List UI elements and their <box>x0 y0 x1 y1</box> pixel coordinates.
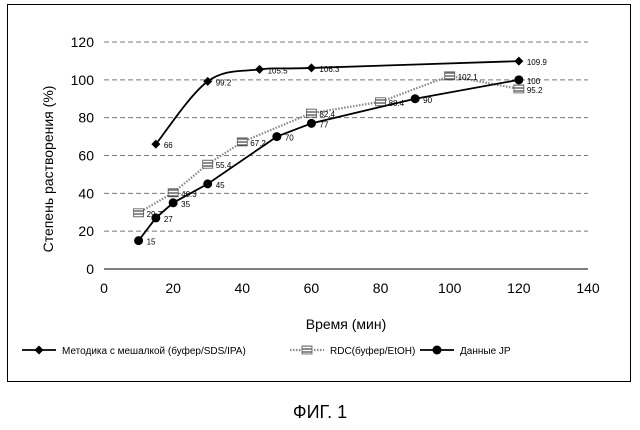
series-2-label-2: 40.3 <box>181 190 197 199</box>
series-2-point-3 <box>202 159 214 169</box>
series-1-point-3 <box>255 64 265 74</box>
y-tick-80: 80 <box>78 110 94 126</box>
series-1-label-1: 66 <box>164 141 173 150</box>
legend-marker-2 <box>301 345 313 355</box>
series-1-point-5 <box>514 56 524 66</box>
series-2-point-1 <box>133 208 144 218</box>
series-2-point-7 <box>444 71 456 81</box>
x-axis-title: Время (мин) <box>306 316 387 332</box>
series-3-point-4 <box>203 179 213 189</box>
legend-item-1: Методика с мешалкой (буфер/SDS/IPA) <box>22 345 246 357</box>
series-3-label-3: 35 <box>181 200 190 209</box>
x-tick-40: 40 <box>234 280 250 296</box>
figure-frame <box>7 4 631 382</box>
series-1-point-1 <box>151 139 161 149</box>
x-tick-80: 80 <box>373 280 389 296</box>
x-tick-140: 140 <box>576 280 600 296</box>
series-1-label-2: 99.2 <box>216 78 232 87</box>
legend: Методика с мешалкой (буфер/SDS/IPA) RDC(б… <box>22 345 511 357</box>
series-3-label-7: 90 <box>423 96 432 105</box>
series <box>133 56 525 246</box>
series-2 <box>133 71 525 218</box>
series-line-1 <box>155 60 519 145</box>
series-2-label-3: 55.4 <box>216 161 232 170</box>
legend-label-1: Методика с мешалкой (буфер/SDS/IPA) <box>62 345 246 357</box>
gridlines <box>104 41 588 232</box>
x-tick-labels: 0 20 40 60 80 100 120 140 <box>100 280 600 296</box>
series-1-label-3: 105.5 <box>268 66 289 75</box>
series-1-point-2 <box>203 76 213 86</box>
legend-item-2: RDC(буфер/EtOH) <box>290 345 415 357</box>
series-1-label-4: 106.3 <box>319 65 340 74</box>
series-2-label-7: 102.1 <box>458 73 479 82</box>
series-2-label-6: 88.4 <box>389 99 405 108</box>
series-2-label-5: 82.4 <box>319 110 335 119</box>
series-2-point-6 <box>375 97 386 107</box>
y-axis-title: Степень растворения (%) <box>40 86 56 253</box>
legend-marker-1 <box>34 345 44 355</box>
series-3-label-6: 77 <box>319 120 328 129</box>
legend-item-3: Данные JP <box>420 345 511 357</box>
series-3 <box>134 75 524 246</box>
series-1-label-5: 109.9 <box>527 58 548 67</box>
x-tick-100: 100 <box>438 280 462 296</box>
series-3-label-4: 45 <box>216 181 225 190</box>
series-3-point-1 <box>134 236 144 246</box>
series-2-point-5 <box>306 108 317 118</box>
x-tick-0: 0 <box>100 280 108 296</box>
series-2-label-8: 95.2 <box>527 86 543 95</box>
legend-marker-3 <box>432 345 442 355</box>
series-3-point-2 <box>151 213 161 223</box>
x-tick-60: 60 <box>304 280 320 296</box>
data-labels: 66 99.2 105.5 106.3 109.9 29.7 40.3 55.4 67.2 82.… <box>147 58 548 247</box>
series-3-point-8 <box>514 75 524 85</box>
legend-label-2: RDC(буфер/EtOH) <box>330 345 415 357</box>
y-tick-100: 100 <box>71 72 95 88</box>
y-tick-20: 20 <box>78 223 94 239</box>
series-3-point-6 <box>306 118 316 128</box>
legend-label-3: Данные JP <box>460 346 511 357</box>
y-tick-labels: 0 20 40 60 80 100 120 <box>71 34 95 277</box>
series-2-label-1: 29.7 <box>147 210 163 219</box>
series-3-label-5: 70 <box>285 134 294 143</box>
series-3-label-1: 15 <box>147 238 156 247</box>
series-1-point-4 <box>306 63 316 73</box>
figure-caption: ФИГ. 1 <box>292 402 348 422</box>
series-3-label-8: 100 <box>527 77 541 86</box>
y-tick-120: 120 <box>71 34 95 50</box>
series-line-2 <box>138 74 520 214</box>
y-tick-60: 60 <box>78 148 94 164</box>
series-3-point-7 <box>410 94 420 104</box>
y-tick-40: 40 <box>78 185 94 201</box>
series-line-3 <box>137 78 520 242</box>
dissolution-chart: 0 20 40 60 80 100 120 140 0 20 40 60 80 100 120 66 99.… <box>22 34 600 357</box>
series-2-point-4 <box>236 137 248 147</box>
x-tick-20: 20 <box>165 280 181 296</box>
series-1 <box>151 56 524 149</box>
series-3-point-5 <box>272 132 282 142</box>
series-2-point-8 <box>513 84 525 94</box>
series-3-label-2: 27 <box>164 215 173 224</box>
y-tick-0: 0 <box>86 261 94 277</box>
series-3-point-3 <box>168 198 178 208</box>
series-2-label-4: 67.2 <box>250 139 266 148</box>
x-tick-120: 120 <box>507 280 531 296</box>
series-2-point-2 <box>167 188 179 198</box>
